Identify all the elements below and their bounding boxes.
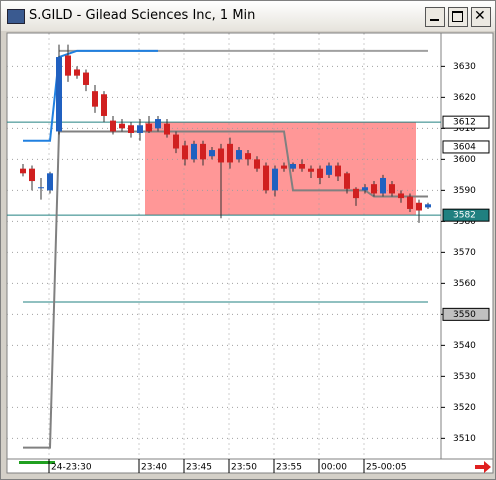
price-marker-label: 3582 [453,211,476,221]
y-tick-label: 3630 [453,62,476,72]
candle-body [416,202,422,211]
candle-body [254,159,260,169]
y-tick-label: 3610 [453,124,476,134]
candle-body [20,168,26,174]
candle-body [146,123,152,132]
y-tick-label: 3620 [453,93,476,103]
y-tick-label: 3510 [453,434,476,444]
candle-body [209,150,215,157]
candle-body [119,123,125,129]
app-icon [7,9,25,24]
highlight-box [145,122,416,216]
x-tick-label: 00:00 [321,463,347,473]
candle-body [398,193,404,199]
candle-body [101,94,107,116]
candle-body [74,69,80,76]
price-marker [442,115,490,129]
candle-body [83,72,89,85]
candle-body [407,196,413,209]
candle-body [56,57,62,132]
price-marker [442,208,490,222]
maximize-button[interactable] [448,7,468,27]
price-marker [442,307,490,321]
y-tick-label: 3600 [453,155,476,165]
candle-body [137,125,143,134]
scroll-indicator [19,461,55,464]
price-marker-label: 3604 [453,142,476,152]
candle-body [362,187,368,191]
candle-body [281,165,287,169]
candle-body [218,148,224,163]
candle-body [317,168,323,178]
candle-body [155,119,161,129]
y-tick-label: 3570 [453,248,476,258]
candle-body [263,165,269,191]
candle-body [65,55,71,76]
price-axis [440,32,494,460]
candle-body [344,173,350,189]
candle-body [173,134,179,149]
candle-body [236,150,242,160]
minimize-button[interactable] [425,7,445,27]
price-marker-label: 3612 [453,118,476,128]
y-tick-label: 3580 [453,217,476,227]
price-marker-label: 3550 [453,310,476,320]
close-button[interactable]: ✕ [471,7,491,27]
candle-body [245,153,251,160]
candle-body [128,125,134,134]
y-tick-label: 3520 [453,403,476,413]
y-tick-label: 3560 [453,279,476,289]
x-tick-label: 24-23:30 [51,463,92,473]
candle-body [227,143,233,163]
scroll-arrow[interactable] [475,461,491,473]
candle-body [182,145,188,160]
indicator-line [23,49,158,142]
candle-body [272,168,278,191]
candle-body [353,188,359,199]
candle-body [299,164,305,169]
x-tick-label: 23:40 [141,463,167,473]
y-tick-label: 3590 [453,186,476,196]
candle-body [371,184,377,194]
candle-body [389,184,395,194]
candle-body [380,177,386,194]
candle-body [335,165,341,177]
candle-body [326,165,332,175]
candle-body [38,187,44,189]
candle-body [47,173,53,191]
price-marker [442,140,490,154]
candle-body [308,168,314,172]
plot-area [6,32,442,460]
candle-body [164,123,170,135]
window-title: S.GILD - Gilead Sciences Inc, 1 Min [29,8,256,23]
y-tick-label: 3530 [453,372,476,382]
x-tick-label: 25-00:05 [366,463,407,473]
candle-body [191,143,197,160]
candle-body [29,168,35,182]
chart: 3510 3520 3530 3540 3550 3560 3570 3580 3590 3600… [6,32,494,474]
candle-body [92,91,98,107]
title-bar: S.GILD - Gilead Sciences Inc, 1 Min ✕ [1,1,495,31]
candle-body [425,204,431,208]
x-tick-label: 23:55 [276,463,302,473]
time-axis [6,458,494,474]
y-tick-label: 3540 [453,341,476,351]
candle-body [290,164,296,169]
x-tick-label: 23:45 [186,463,212,473]
x-tick-label: 23:50 [231,463,257,473]
indicator-line [23,130,428,449]
candle-body [200,143,206,160]
candle-body [110,120,116,132]
